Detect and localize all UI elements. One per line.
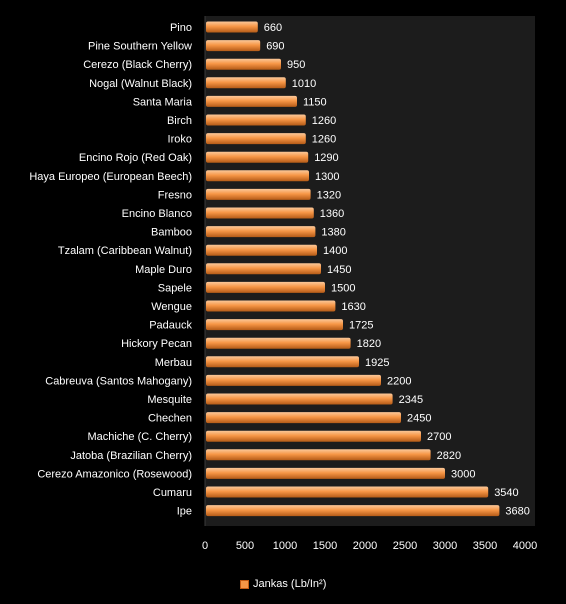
value-label: 2200 — [387, 375, 411, 387]
bar — [206, 151, 309, 163]
category-label: Padauck — [149, 320, 192, 332]
value-label: 3000 — [451, 468, 475, 480]
value-label: 660 — [264, 22, 282, 34]
value-label: 1450 — [327, 264, 351, 276]
bar — [206, 449, 431, 461]
bar — [206, 430, 421, 442]
category-label: Chechen — [148, 413, 192, 425]
bar — [206, 393, 393, 405]
bar — [206, 58, 281, 70]
value-label: 1725 — [349, 320, 373, 332]
category-label: Birch — [167, 115, 192, 127]
category-label: Wengue — [151, 301, 192, 313]
value-label: 3680 — [505, 506, 529, 518]
bar — [206, 207, 314, 219]
x-tick-label: 0 — [202, 540, 208, 552]
bar — [206, 374, 381, 386]
category-label: Ipe — [177, 506, 192, 518]
value-label: 1820 — [357, 338, 381, 350]
x-tick-label: 3000 — [433, 540, 457, 552]
category-label: Cerezo Amazonico (Rosewood) — [37, 468, 192, 480]
value-label: 2450 — [407, 413, 431, 425]
category-label: Cerezo (Black Cherry) — [83, 59, 192, 71]
legend: Jankas (Lb/In²) — [240, 578, 326, 590]
bar — [206, 467, 445, 479]
category-labels: Pino Pine Southern Yellow Cerezo (Black Ch… — [29, 22, 193, 518]
value-label: 690 — [266, 41, 284, 53]
legend-label: Jankas (Lb/In²) — [253, 578, 327, 590]
category-label: Maple Duro — [135, 264, 192, 276]
bar — [206, 486, 489, 498]
value-label: 2700 — [427, 431, 451, 443]
category-label: Cabreuva (Santos Mahogany) — [45, 375, 192, 387]
value-label: 1630 — [341, 301, 365, 313]
legend-swatch — [240, 579, 249, 589]
category-label: Encino Rojo (Red Oak) — [79, 152, 192, 164]
value-label: 3540 — [494, 487, 518, 499]
category-label: Jatoba (Brazilian Cherry) — [70, 450, 192, 462]
value-label: 1320 — [317, 189, 341, 201]
value-label: 1150 — [303, 96, 327, 108]
bar — [206, 114, 306, 126]
value-label: 2345 — [399, 394, 423, 406]
x-tick-label: 500 — [236, 540, 254, 552]
bar — [206, 95, 297, 107]
value-label: 1290 — [314, 152, 338, 164]
bar — [206, 412, 401, 424]
bar — [206, 356, 359, 368]
category-label: Bamboo — [151, 227, 192, 239]
bar — [206, 319, 343, 331]
bar — [206, 244, 317, 256]
value-label: 1010 — [292, 78, 316, 90]
category-label: Cumaru — [153, 487, 192, 499]
category-label: Hickory Pecan — [121, 338, 192, 350]
bar — [206, 337, 351, 349]
value-label: 1500 — [331, 282, 355, 294]
category-label: Pine Southern Yellow — [88, 41, 192, 53]
bar — [206, 263, 321, 275]
category-label: Encino Blanco — [122, 208, 192, 220]
value-label: 1925 — [365, 357, 389, 369]
value-label: 1400 — [323, 245, 347, 257]
bar — [206, 133, 306, 145]
bar — [206, 226, 316, 238]
value-label: 1360 — [320, 208, 344, 220]
bar — [206, 170, 309, 182]
category-label: Tzalam (Caribbean Walnut) — [58, 245, 192, 257]
value-label: 1300 — [315, 171, 339, 183]
category-label: Sapele — [158, 282, 192, 294]
bar — [206, 281, 325, 293]
value-label: 950 — [287, 59, 305, 71]
bars-layer — [206, 21, 500, 517]
x-tick-label: 1500 — [313, 540, 337, 552]
category-label: Pino — [170, 22, 192, 34]
x-tick-label: 4000 — [513, 540, 537, 552]
value-label: 2820 — [437, 450, 461, 462]
category-label: Santa Maria — [133, 96, 193, 108]
x-axis-ticks: 0 500 1000 1500 2000 2500 3000 3500 4000 — [202, 540, 537, 552]
category-label: Mesquite — [147, 394, 192, 406]
category-label: Fresno — [158, 189, 192, 201]
bar — [206, 300, 336, 312]
category-label: Nogal (Walnut Black) — [89, 78, 192, 90]
x-tick-label: 1000 — [273, 540, 297, 552]
category-label: Machiche (C. Cherry) — [87, 431, 192, 443]
x-tick-label: 2500 — [393, 540, 417, 552]
x-tick-label: 3500 — [473, 540, 497, 552]
bar — [206, 505, 500, 517]
category-label: Iroko — [168, 134, 192, 146]
value-label: 1260 — [312, 115, 336, 127]
category-label: Merbau — [155, 357, 192, 369]
bar — [206, 188, 311, 200]
category-label: Haya Europeo (European Beech) — [29, 171, 192, 183]
x-tick-label: 2000 — [353, 540, 377, 552]
bar — [206, 40, 261, 52]
bar — [206, 77, 286, 89]
value-label: 1380 — [321, 227, 345, 239]
bar — [206, 21, 258, 33]
value-label: 1260 — [312, 134, 336, 146]
